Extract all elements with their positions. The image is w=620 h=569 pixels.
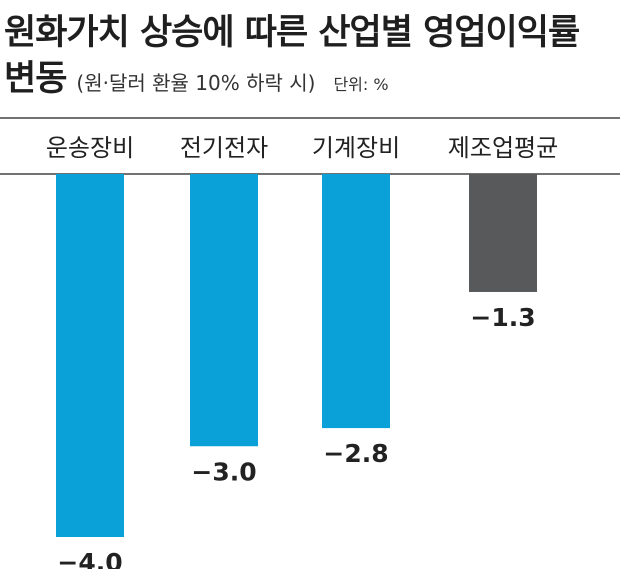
chart-title-line2-row: 변동 (원·달러 환율 10% 하락 시) 단위: % [4,50,389,101]
value-label: −2.8 [323,439,388,468]
bar [56,174,124,537]
bar [190,174,258,447]
chart-title-line1: 원화가치 상승에 따른 산업별 영업이익률 [4,13,580,53]
chart-subtitle: (원·달러 환율 10% 하락 시) [76,71,316,95]
category-label: 제조업평균 [448,134,558,162]
unit-label: 단위: % [333,75,389,94]
category-label: 운송장비 [46,134,134,162]
bar [322,174,390,429]
chart-title-line2: 변동 [4,59,67,99]
value-label: −1.3 [470,303,535,332]
value-label: −4.0 [57,548,122,569]
value-label: −3.0 [191,457,256,486]
category-label: 기계장비 [312,134,400,162]
category-label: 전기전자 [180,134,268,162]
bar [469,174,537,292]
